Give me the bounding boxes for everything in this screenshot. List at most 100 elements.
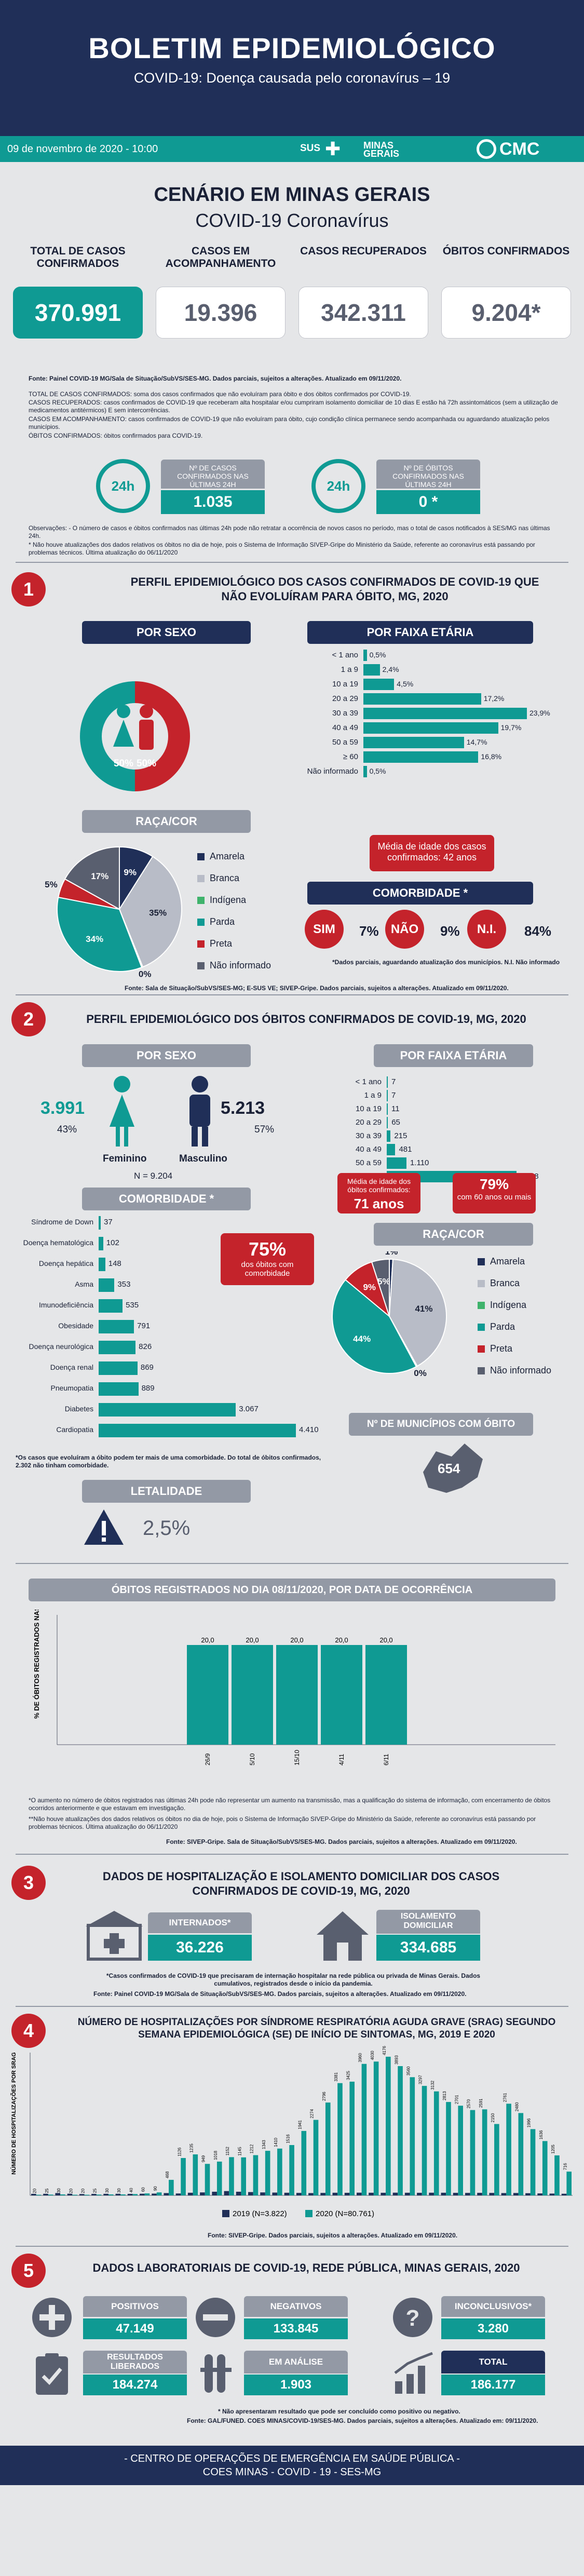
srag-2019-bar (164, 2193, 169, 2195)
age-label: 50 a 59 (332, 738, 358, 747)
pie-label: 9% (363, 1283, 376, 1292)
s5-source: Fonte: GAL/FUNED. COES MINAS/COVID-19/SE… (187, 2417, 538, 2424)
srag-2020-bar (398, 2066, 403, 2195)
age-label: Não informado (307, 767, 358, 776)
pie-label: 0% (414, 1368, 427, 1378)
pie-label: 5% (377, 1277, 390, 1287)
s2-over60-value: 79% (479, 1176, 509, 1192)
srag-2020-label: 3381 (334, 2072, 338, 2081)
srag-2020-bar (373, 2061, 379, 2195)
srag-2019-bar (152, 2193, 157, 2195)
section-3-number: 3 (11, 1866, 46, 1900)
srag-2020-label: 25 (93, 2188, 98, 2193)
comorb-value: 353 (117, 1280, 131, 1289)
legend-label: Preta (490, 1343, 513, 1354)
age-bar (387, 1076, 388, 1088)
srag-2020-bar (542, 2141, 548, 2195)
reg-bar (365, 1645, 407, 1745)
s2-munic-header: Nº DE MUNICÍPIOS COM ÓBITO (349, 1413, 533, 1436)
srag-2020-bar (289, 2145, 294, 2195)
srag-2019-bar (31, 2193, 36, 2195)
age-bar (363, 766, 367, 777)
srag-2020-label: 20 (69, 2188, 73, 2193)
age-label: 20 a 29 (355, 1118, 382, 1127)
comorb-label: Cardiopatia (56, 1425, 93, 1434)
srag-2020-label: 2701 (454, 2095, 459, 2104)
s2-sex-header: POR SEXO (82, 1044, 251, 1067)
srag-2020-bar (518, 2113, 524, 2195)
legend-label: Indígena (490, 1300, 527, 1310)
srag-2020-label: 90 (153, 2186, 158, 2191)
reg-source: Fonte: SIVEP-Gripe. Sala de Situação/Sub… (166, 1838, 517, 1845)
s1-sex-header: POR SEXO (82, 621, 251, 644)
srag-2020-label: 3425 (346, 2071, 350, 2080)
srag-2019-bar (175, 2193, 181, 2195)
srag-2020-bar (530, 2129, 536, 2195)
s1-source: Fonte: Sala de Situação/SubVS/SES-MG; E-… (125, 984, 509, 992)
legend-swatch (478, 1280, 485, 1287)
reg-bar (232, 1645, 273, 1745)
srag-2020-bar (108, 2194, 114, 2195)
age-value: 19,7% (500, 723, 522, 732)
srag-2020-label: 3132 (430, 2080, 435, 2089)
s3-source: Fonte: Painel COVID-19 MG/Sala de Situaç… (93, 1990, 467, 1998)
age-label: 1 a 9 (341, 665, 358, 674)
cmc-logo: CMC (499, 139, 540, 159)
pie-label: 41% (415, 1304, 432, 1314)
pie-slice (388, 1259, 447, 1367)
comorb-value: 826 (139, 1342, 152, 1351)
card-label: ÓBITOS CONFIRMADOS (442, 245, 570, 257)
male-pct: 57% (254, 1124, 275, 1135)
comorb-value: 148 (108, 1259, 121, 1268)
srag-2020-label: 20 (81, 2188, 86, 2193)
age-value: 0,5% (369, 767, 386, 775)
pie-label: 5% (45, 880, 58, 889)
age-label: 40 a 49 (355, 1145, 382, 1154)
srag-2020-bar (277, 2148, 282, 2195)
srag-2020-bar (361, 2064, 367, 2195)
comorb-value: 869 (140, 1363, 154, 1372)
srag-2020-bar (494, 2124, 499, 2195)
legend-2019: 2019 (N=3.822) (233, 2209, 287, 2218)
male-deaths: 5.213 (221, 1098, 265, 1118)
comorb-label: Doença renal (50, 1363, 93, 1371)
age-bar (363, 737, 464, 748)
age-bar (363, 650, 367, 661)
srag-2019-bar (549, 2193, 555, 2195)
positivos-value: 47.149 (83, 2318, 187, 2339)
definition-3: CASOS EM ACOMPANHAMENTO: casos confirmad… (29, 415, 550, 430)
section-5-title: DADOS LABORATORIAIS DE COVID-19, REDE PÚ… (92, 2261, 520, 2274)
srag-2020-bar (120, 2194, 126, 2195)
srag-2019-bar (369, 2192, 374, 2195)
srag-2020-label: 3560 (406, 2066, 411, 2075)
srag-2019-bar (115, 2193, 121, 2195)
srag-2020-bar (410, 2077, 415, 2195)
s2-mean-age-label: Média de idade dos óbitos confirmados: (347, 1177, 411, 1194)
male-icon (139, 720, 154, 750)
cases-24h-label: Nº DE CASOS CONFIRMADOS NAS ÚLTIMAS 24H (161, 460, 265, 489)
pie-slice (371, 1258, 390, 1317)
sus-logo: SUS (300, 143, 321, 154)
srag-2020-bar (422, 2086, 427, 2195)
munic-value: 654 (438, 1461, 460, 1476)
page-title: BOLETIM EPIDEMIOLÓGICO (88, 32, 496, 64)
age-value: 215 (394, 1131, 408, 1140)
footer: - CENTRO DE OPERAÇÕES DE EMERGÊNCIA EM S… (0, 2446, 584, 2485)
age-label: 10 a 19 (355, 1104, 382, 1113)
srag-2019-bar (212, 2191, 217, 2195)
s2-comorb-pct: 75% (248, 1238, 287, 1260)
card-value: 342.311 (298, 287, 428, 339)
section-5: 5 DADOS LABORATORIAIS DE COVID-19, REDE … (0, 2246, 584, 2446)
registered-deaths-section: ÓBITOS REGISTRADOS NO DIA 08/11/2020, PO… (0, 1579, 584, 1863)
home-icon (317, 1911, 369, 1961)
clock-24h-icon: 24h (96, 459, 150, 513)
legend-swatch (478, 1345, 485, 1353)
internados-label: INTERNADOS* (148, 1912, 252, 1933)
srag-2020-label: 1126 (177, 2147, 182, 2156)
srag-2020-label: 2591 (479, 2098, 483, 2108)
comorb-bar (99, 1299, 123, 1313)
srag-2019-bar (236, 2191, 241, 2195)
srag-2020-bar (253, 2155, 259, 2195)
legend-label: Amarela (210, 851, 245, 861)
srag-2019-bar (477, 2193, 482, 2195)
